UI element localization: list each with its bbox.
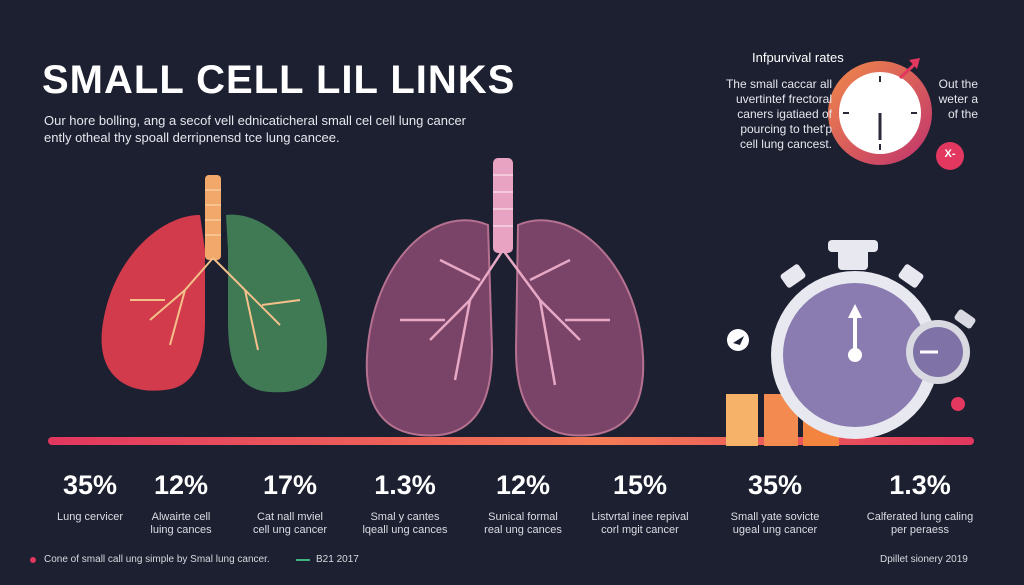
page-title: SMALL CELL LIL LINKS: [42, 58, 516, 102]
stat-value: 35%: [62, 470, 118, 500]
stat-value: 12%: [495, 470, 551, 500]
timer-icon: [906, 309, 976, 384]
stat-value: 35%: [747, 470, 803, 500]
stat-value: 17%: [262, 470, 318, 500]
footer-note-left: Cone of small call ung simple by Smal lu…: [44, 554, 270, 565]
rates-line-3: caners igatiaed of: [737, 107, 832, 121]
rates-line-4: pourcing to thet'p: [740, 122, 832, 136]
footer-note-right: Dpillet sionery 2019: [880, 554, 968, 565]
close-badge-label: X-: [944, 148, 956, 160]
small-lungs-illustration: [101, 175, 328, 393]
intro-line-1: Our hore bolling, ang a secof vell ednic…: [44, 113, 466, 128]
footer-note-mid: B21 2017: [316, 554, 359, 565]
stat-value: 1.3%: [889, 470, 951, 500]
stat-label: Cat nall mviel cell ung cancer: [253, 511, 327, 536]
stat-label: Sunical formal real ung cances: [484, 511, 562, 536]
stat-label: Lung cervicer: [56, 511, 124, 523]
stat-item: 35% Small yate sovicte ugeal ung cancer: [715, 470, 835, 537]
stat-item: 15% Listvrtal inee repival corl mgit canc…: [580, 470, 700, 537]
stat-label: Smal y cantes lqeall ung cances: [362, 511, 448, 536]
footer-pink-dot: [30, 557, 36, 563]
intro-line-2: ently otheal thy spoall derripnensd tce …: [44, 130, 340, 145]
rates-line-2: uvertintef frectoral: [735, 92, 832, 106]
arrow-icon: [727, 329, 749, 351]
survival-clock-icon: [828, 58, 932, 165]
stat-label: Small yate sovicte ugeal ung cancer: [730, 511, 820, 536]
stat-value: 12%: [153, 470, 209, 500]
rates-side-line-1: Out the: [938, 77, 978, 91]
stat-label: Calferated lung caling per peraess: [866, 511, 974, 536]
survival-rates-title: Infpurvival rates: [752, 50, 844, 65]
stat-item: 12% Alwairte cell luing cances: [121, 470, 241, 537]
survival-rates-description: The small caccar all uvertintef frectora…: [724, 77, 832, 152]
stat-item: 12% Sunical formal real ung cances: [463, 470, 583, 537]
stat-item: 35% Lung cervicer: [30, 470, 150, 524]
intro-text: Our hore bolling, ang a secof vell ednic…: [44, 112, 474, 146]
stat-item: 17% Cat nall mviel cell ung cancer: [230, 470, 350, 537]
rates-side-line-3: of the: [947, 107, 978, 121]
close-badge-icon: [936, 142, 964, 170]
rates-line-5: cell lung cancest.: [739, 137, 832, 151]
small-marker-icon: [951, 397, 965, 411]
stat-value: 1.3%: [374, 470, 436, 500]
survival-rates-side-note: Out the weter a of the: [920, 77, 978, 122]
rates-side-line-2: weter a: [938, 92, 978, 106]
rates-line-1: The small caccar all: [725, 77, 832, 91]
stat-item: 1.3% Calferated lung caling per peraess: [850, 470, 990, 537]
stat-value: 15%: [612, 470, 668, 500]
stopwatch-icon: [771, 240, 939, 439]
large-lungs-illustration: [365, 158, 645, 437]
stat-label: Listvrtal inee repival corl mgit cancer: [591, 511, 689, 536]
stat-item: 1.3% Smal y cantes lqeall ung cances: [345, 470, 465, 537]
stat-label: Alwairte cell luing cances: [150, 511, 212, 536]
